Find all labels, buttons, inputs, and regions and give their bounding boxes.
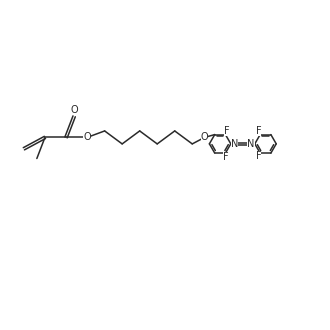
Text: F: F [224,126,230,136]
Text: N: N [247,139,255,149]
Text: F: F [256,151,261,161]
Text: N: N [231,139,238,149]
Text: O: O [83,132,91,143]
Text: O: O [201,132,208,143]
Text: F: F [223,152,229,162]
Text: O: O [70,105,78,115]
Text: F: F [256,126,261,136]
